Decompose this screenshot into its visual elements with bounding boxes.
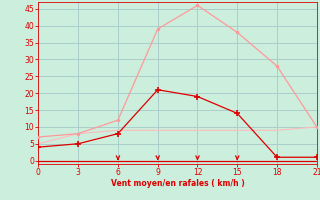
- X-axis label: Vent moyen/en rafales ( km/h ): Vent moyen/en rafales ( km/h ): [111, 179, 244, 188]
